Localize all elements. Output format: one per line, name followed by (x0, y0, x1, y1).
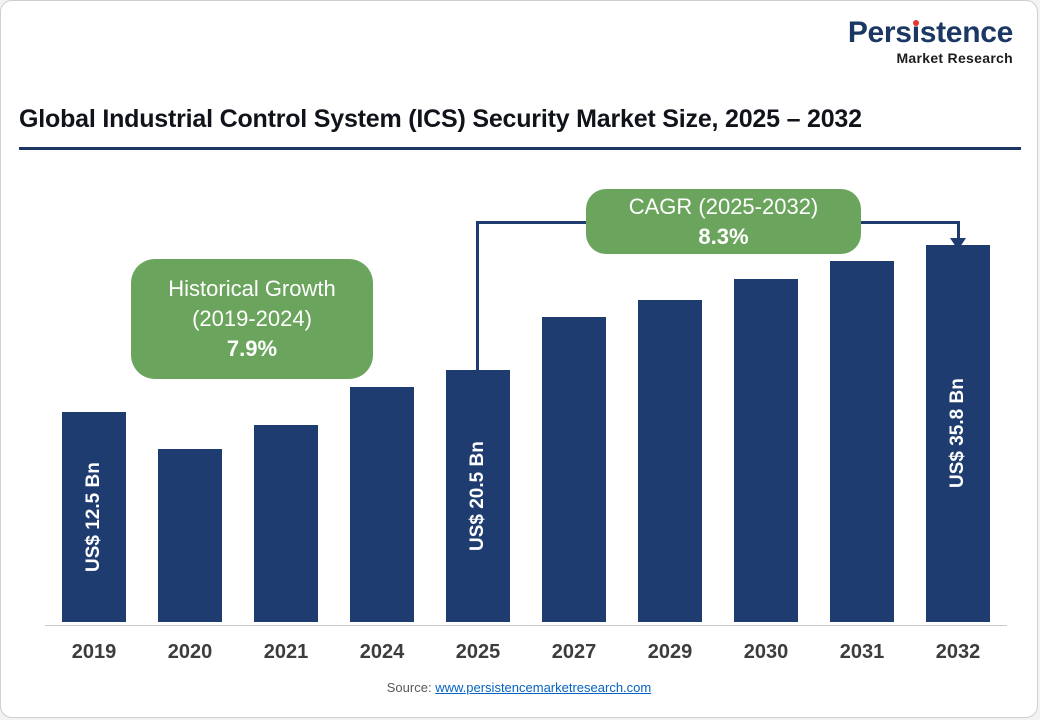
page-title: Global Industrial Control System (ICS) S… (19, 105, 862, 133)
source-label: Source: (386, 680, 432, 695)
bar-2024 (350, 387, 414, 622)
title-underline (19, 147, 1021, 150)
historical-growth-line2: (2019-2024) (192, 306, 312, 331)
cagr-connector-right-vertical (957, 221, 960, 240)
x-axis-line (45, 625, 1007, 626)
logo-red-dot-i: ı (911, 16, 920, 49)
arrow-down-icon (950, 238, 966, 250)
x-axis-label-2032: 2032 (935, 641, 981, 663)
source-link[interactable]: www.persistencemarketresearch.com (435, 680, 652, 695)
cagr-callout: CAGR (2025-2032) 8.3% (586, 189, 861, 254)
x-axis-label-2029: 2029 (647, 641, 693, 663)
bar-2029 (638, 300, 702, 622)
logo-brand-text: Persıstence (848, 17, 1013, 49)
bar-2027 (542, 317, 606, 622)
bar-2020 (158, 449, 222, 622)
logo-subtitle: Market Research (896, 49, 1013, 66)
cagr-value: 8.3% (698, 223, 749, 249)
x-axis-label-2030: 2030 (743, 641, 789, 663)
bar-value-label-2032: US$ 35.8 Bn (947, 378, 968, 489)
x-axis-label-2025: 2025 (455, 641, 501, 663)
logo-brand-post: stence (919, 16, 1014, 49)
x-axis-label-2019: 2019 (71, 641, 117, 663)
bar-2032: US$ 35.8 Bn (926, 245, 990, 622)
historical-growth-line1: Historical Growth (168, 276, 336, 301)
bar-2019: US$ 12.5 Bn (62, 412, 126, 622)
x-axis-label-2031: 2031 (839, 641, 885, 663)
x-axis-label-2020: 2020 (167, 641, 213, 663)
historical-growth-callout: Historical Growth (2019-2024) 7.9% (131, 259, 373, 379)
x-axis-label-2027: 2027 (551, 641, 597, 663)
bar-2030 (734, 279, 798, 622)
bar-2031 (830, 261, 894, 622)
logo-brand-pre: Pers (847, 16, 912, 49)
bar-2021 (254, 425, 318, 622)
cagr-line1: CAGR (2025-2032) (628, 193, 819, 219)
logo: Persıstence Market Research (848, 17, 1013, 66)
bar-value-label-2025: US$ 20.5 Bn (467, 441, 488, 551)
historical-growth-value: 7.9% (226, 336, 278, 361)
bar-value-label-2019: US$ 12.5 Bn (83, 462, 104, 572)
x-axis-label-2021: 2021 (263, 641, 309, 663)
bar-2025: US$ 20.5 Bn (446, 370, 510, 622)
source-line: Source: www.persistencemarketresearch.co… (1, 680, 1037, 695)
x-axis-label-2024: 2024 (359, 641, 405, 663)
cagr-connector-left-vertical (476, 222, 479, 374)
